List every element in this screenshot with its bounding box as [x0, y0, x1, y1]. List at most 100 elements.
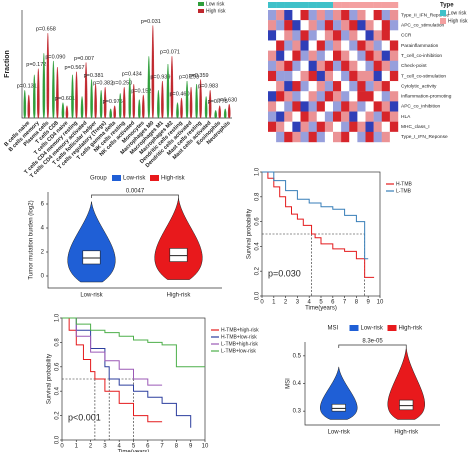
heat-cell [308, 111, 317, 122]
heat-cell [389, 91, 399, 102]
heat-cell [373, 20, 382, 31]
heat-cell [316, 20, 326, 31]
heat-cell [316, 70, 326, 82]
p-value: p=0.434 [122, 71, 142, 77]
group-bar [276, 2, 285, 8]
heat-cell [276, 131, 285, 143]
y-tick-label: 0.6 [55, 362, 61, 371]
heat-cell [300, 70, 309, 82]
x-axis-label: Time(years) [305, 306, 337, 312]
heat-cell [316, 10, 326, 21]
violin [61, 102, 65, 119]
heat-cell [381, 91, 391, 102]
legend-title: Type [440, 3, 454, 9]
heat-cell [349, 20, 358, 31]
heat-cell [300, 10, 309, 21]
y-tick-label: 0 [41, 274, 45, 280]
heat-cell [365, 121, 374, 133]
heat-cell [357, 81, 366, 92]
survival-curve [62, 317, 163, 386]
heat-cell [308, 50, 317, 61]
heat-cell [284, 50, 293, 61]
heat-cell [381, 131, 391, 143]
heat-cell [276, 40, 285, 51]
heat-cell [300, 101, 309, 112]
x-tick-label: 3 [103, 444, 107, 450]
heat-cell [268, 101, 277, 112]
violin [71, 74, 74, 119]
heat-cell [365, 20, 374, 31]
violin [118, 93, 122, 119]
y-tick-label: 1.0 [55, 313, 61, 322]
p-value: p=0.460 [169, 91, 189, 97]
survival-curve [62, 317, 192, 428]
heat-cell [333, 91, 342, 102]
heat-cell [365, 50, 374, 61]
violin [218, 105, 221, 119]
legend-label: L-TMB+high-risk [221, 341, 258, 347]
violin [109, 108, 112, 119]
row-label: CCR [401, 33, 412, 39]
heat-cell [341, 40, 350, 51]
heat-cell [373, 131, 382, 143]
heat-cell [316, 81, 326, 92]
heat-cell [276, 121, 285, 133]
x-axis-label: Time(years) [118, 450, 150, 452]
violin [65, 105, 69, 119]
row-label: T_cell_co-inhibition [401, 53, 442, 59]
group-bar [316, 2, 326, 8]
heat-cell [341, 20, 350, 31]
violin [154, 197, 203, 280]
heat-cell [324, 30, 334, 41]
violin [199, 79, 202, 119]
group-bar [349, 2, 358, 8]
heat-cell [365, 91, 374, 102]
heat-cell [276, 70, 285, 82]
heat-cell [349, 121, 358, 133]
group-bar [284, 2, 293, 8]
heat-cell [349, 50, 358, 61]
heat-cell [333, 111, 342, 122]
row-label: APC_co_inhibition [401, 104, 441, 110]
violin [90, 79, 93, 119]
violin [94, 83, 97, 119]
row-label: Type_I_IFN_Reponse [401, 134, 448, 140]
heat-cell [268, 40, 277, 51]
violin [75, 71, 78, 119]
heat-cell [381, 10, 391, 21]
y-tick-label: 6 [41, 202, 45, 208]
heat-cell [373, 10, 382, 21]
p-value: p=0.658 [36, 27, 56, 33]
heat-cell [276, 111, 285, 122]
x-tick-label: 4 [118, 444, 122, 450]
violin [132, 83, 136, 119]
violin [67, 201, 116, 283]
y-tick-label: 0.4 [255, 242, 261, 251]
legend-swatch [198, 2, 204, 6]
heat-cell [341, 10, 350, 21]
heat-cell [284, 111, 293, 122]
heat-cell [268, 50, 277, 61]
y-tick-label: 0.4 [55, 386, 61, 395]
x-tick-label: 6 [146, 444, 150, 450]
heat-cell [389, 60, 399, 72]
violin [195, 83, 198, 119]
box [82, 250, 101, 265]
heat-cell [324, 111, 334, 122]
heat-cell [308, 60, 317, 72]
heat-cell [389, 40, 399, 51]
heat-cell [357, 70, 366, 82]
y-axis-label: Tumor mutation burden (log2) [29, 200, 35, 279]
y-tick-label: 0.8 [55, 338, 61, 347]
x-tick-label: 4 [308, 300, 312, 306]
heat-cell [357, 91, 366, 102]
row-label: Cytolytic_activity [401, 83, 437, 89]
heat-cell [365, 131, 374, 143]
p-value: p<0.001 [68, 412, 101, 422]
heat-cell [365, 40, 374, 51]
violin [113, 105, 116, 119]
p-value: p=0.983 [198, 84, 218, 90]
y-tick-label: 0.2 [55, 411, 61, 420]
heat-cell [292, 20, 301, 31]
